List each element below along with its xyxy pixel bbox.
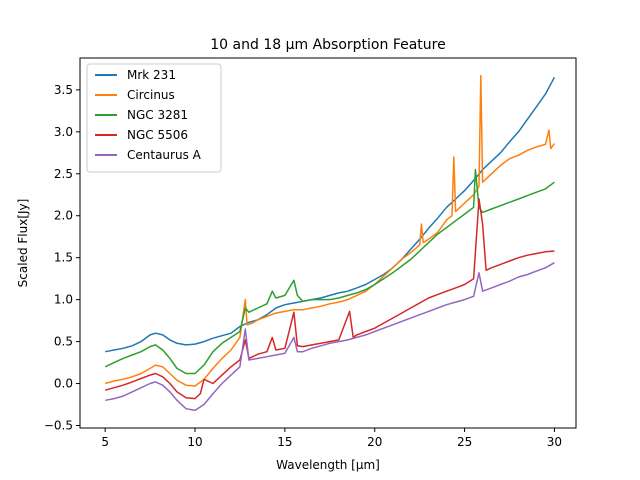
legend-label-4: Centaurus A <box>127 148 202 162</box>
y-tick-label-5: 2.0 <box>54 209 73 223</box>
x-tick-label-4: 25 <box>457 435 472 449</box>
y-tick-label-0: −0.5 <box>44 418 73 432</box>
y-tick-label-2: 0.5 <box>54 335 73 349</box>
chart-title: 10 and 18 µm Absorption Feature <box>210 37 445 53</box>
x-tick-label-0: 5 <box>101 435 109 449</box>
series-line-0 <box>105 76 556 353</box>
legend-label-1: Circinus <box>127 88 175 102</box>
x-axis-label: Wavelength [μm] <box>276 458 380 472</box>
legend-box <box>86 63 222 173</box>
series-line-2 <box>104 168 555 375</box>
series-line-3 <box>104 198 555 400</box>
x-tick-label-5: 30 <box>547 435 562 449</box>
legend-label-3: NGC 5506 <box>127 128 188 142</box>
series-group <box>104 74 556 412</box>
legend-label-2: NGC 3281 <box>127 108 188 122</box>
y-tick-label-6: 2.5 <box>54 167 73 181</box>
legend: Mrk 231 Circinus NGC 3281 NGC 5506 Centaurus… <box>86 63 222 173</box>
y-tick-label-1: 0.0 <box>54 377 73 391</box>
series-line-4 <box>105 262 555 412</box>
x-tick-label-1: 10 <box>187 435 202 449</box>
y-axis-label: Scaled Flux[Jy] <box>16 199 30 288</box>
series-line-1 <box>104 74 556 387</box>
plot-frame <box>79 57 577 429</box>
legend-label-0: Mrk 231 <box>127 68 176 82</box>
y-tick-label-8: 3.5 <box>54 83 73 97</box>
y-tick-label-3: 1.0 <box>54 293 73 307</box>
y-tick-label-4: 1.5 <box>54 251 73 265</box>
y-tick-label-7: 3.0 <box>54 125 73 139</box>
ticks-group: 5 10 15 20 25 30 −0.5 0.0 0.5 1.0 1.5 2.0 2.5 3.0 3.5 <box>44 83 562 449</box>
x-tick-label-2: 15 <box>277 435 292 449</box>
x-tick-label-3: 20 <box>367 435 382 449</box>
